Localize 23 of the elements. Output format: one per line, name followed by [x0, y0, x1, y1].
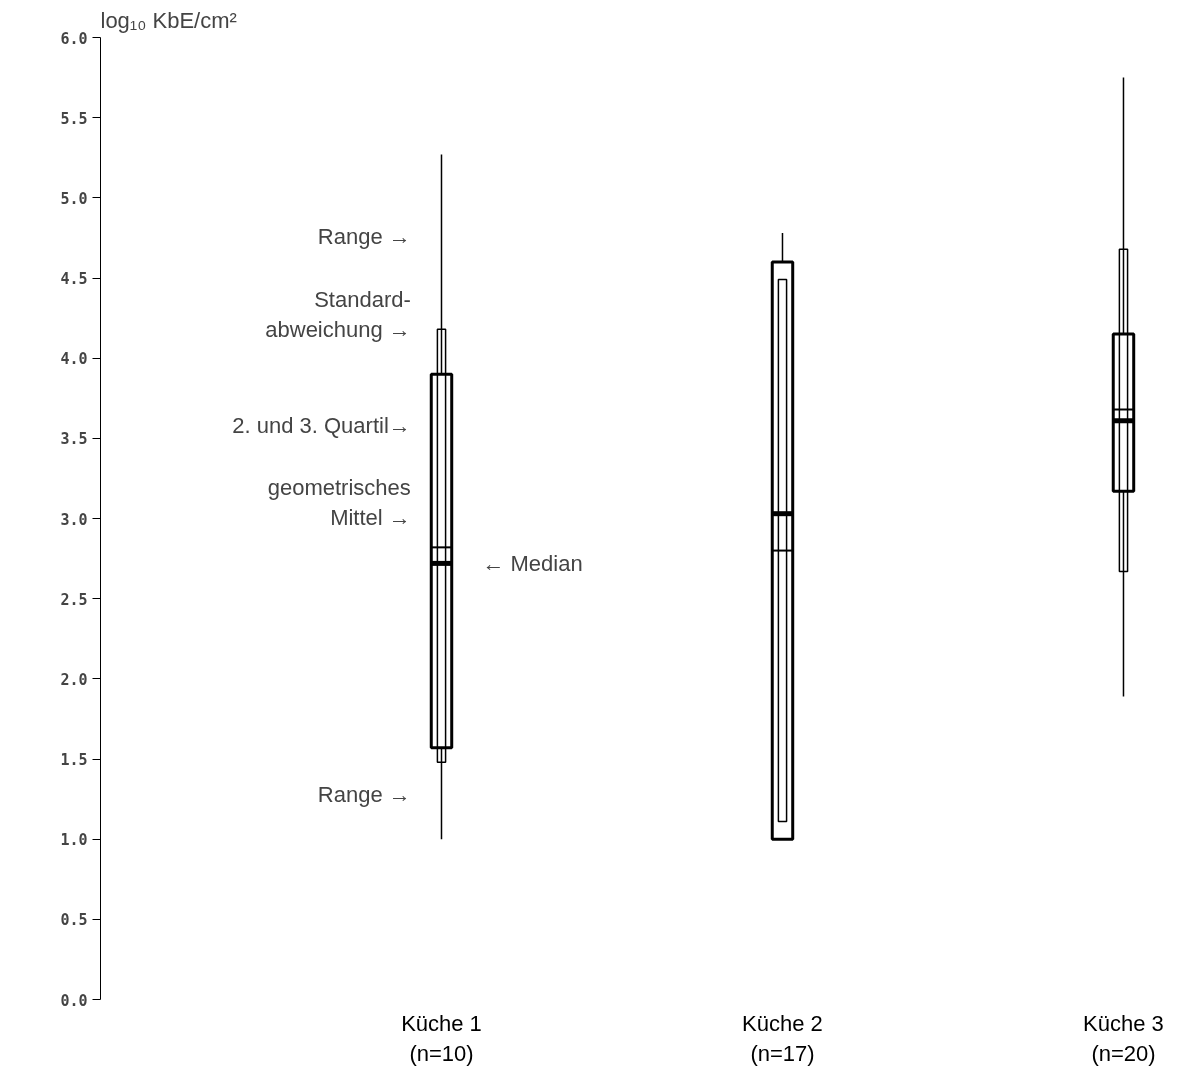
- y-tick-label: 5.5: [60, 109, 88, 128]
- y-tick-label: 3.0: [60, 510, 88, 529]
- y-axis-title: log₁₀ KbE/cm²: [100, 7, 237, 33]
- y-tick-label: 4.0: [60, 350, 88, 369]
- x-tick-label: Küche 3 (n=20): [1083, 1010, 1164, 1066]
- annotation: Range →: [317, 224, 411, 250]
- annotation: geometrisches Mittel →: [267, 474, 411, 530]
- y-tick-label: 1.5: [60, 751, 88, 769]
- annotation: 2. und 3. Quartil→: [232, 413, 411, 439]
- y-tick-label: 2.5: [60, 590, 88, 609]
- y-tick-label: 3.5: [60, 430, 88, 449]
- annotation: Range →: [317, 782, 411, 808]
- y-tick-label: 4.5: [60, 270, 88, 288]
- y-tick-label: 6.0: [60, 29, 88, 48]
- y-tick-label: 0.0: [60, 991, 88, 1010]
- annotation: Standard- abweichung →: [265, 287, 411, 343]
- y-tick-label: 1.0: [60, 831, 88, 850]
- y-tick-label: 0.5: [60, 911, 88, 930]
- x-tick-label: Küche 1 (n=10): [401, 1010, 482, 1066]
- y-tick-label: 5.0: [60, 189, 88, 208]
- annotation: ← Median: [482, 550, 583, 576]
- x-tick-label: Küche 2 (n=17): [742, 1010, 823, 1066]
- y-tick-label: 2.0: [60, 670, 88, 689]
